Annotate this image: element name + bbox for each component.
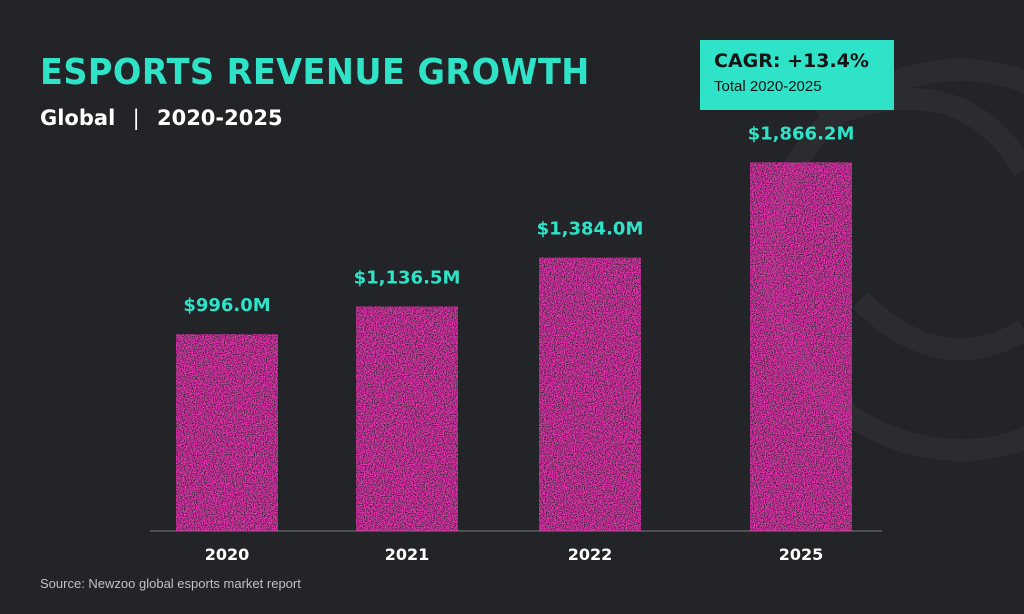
bar-2025 <box>750 162 852 531</box>
bar-2022 <box>539 257 641 531</box>
value-label-2020: $996.0M <box>183 295 270 316</box>
x-tick-2022: 2022 <box>568 545 613 564</box>
scope-label: Global <box>40 106 116 130</box>
bar-2020 <box>176 334 278 531</box>
chart-subtitle: Global | 2020-2025 <box>40 106 283 130</box>
cagr-period: Total 2020-2025 <box>714 78 822 95</box>
value-label-2025: $1,866.2M <box>748 123 855 144</box>
cagr-value: CAGR: +13.4% <box>714 50 869 72</box>
value-label-2021: $1,136.5M <box>354 267 461 288</box>
subtitle-separator: | <box>132 106 140 130</box>
source-note: Source: Newzoo global esports market rep… <box>40 576 301 591</box>
period-label: 2020-2025 <box>156 106 283 130</box>
bar-2021 <box>356 306 458 531</box>
x-tick-2025: 2025 <box>779 545 824 564</box>
x-tick-2021: 2021 <box>385 545 430 564</box>
value-label-2022: $1,384.0M <box>537 219 644 240</box>
chart-title: ESPORTS REVENUE GROWTH <box>40 52 590 93</box>
x-tick-2020: 2020 <box>205 545 250 564</box>
cagr-callout: CAGR: +13.4% Total 2020-2025 <box>700 40 894 110</box>
